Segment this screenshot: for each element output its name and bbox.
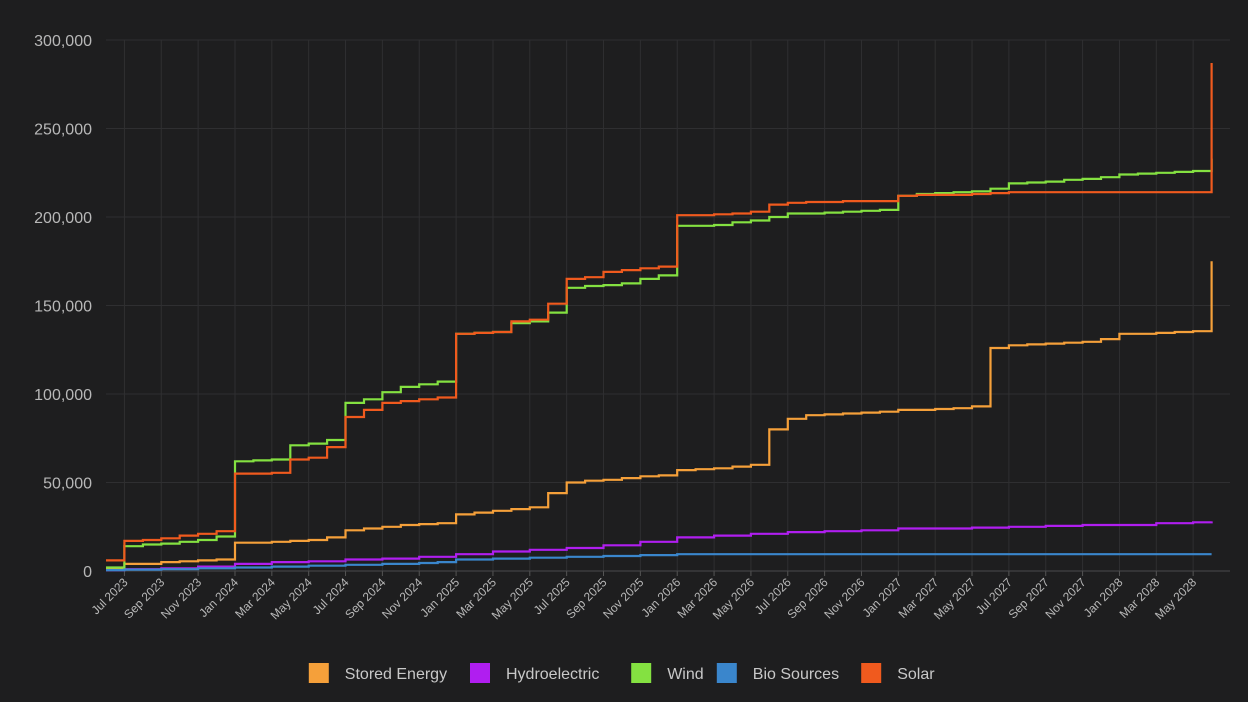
y-tick-label: 200,000 xyxy=(34,210,92,227)
legend-label: Wind xyxy=(667,666,703,683)
legend-swatch xyxy=(861,663,882,683)
legend-swatch xyxy=(631,663,652,683)
series-line-wind xyxy=(106,158,1213,569)
legend-swatch xyxy=(308,663,329,683)
legend-item-wind[interactable]: Wind xyxy=(631,663,704,683)
series-line-solar xyxy=(106,63,1213,562)
y-tick-label: 0 xyxy=(83,564,92,581)
legend-label: Hydroelectric xyxy=(506,666,599,683)
legend-label: Bio Sources xyxy=(753,666,839,683)
legend-swatch xyxy=(716,663,737,683)
legend-label: Solar xyxy=(897,666,935,683)
y-tick-label: 150,000 xyxy=(34,299,92,316)
legend-item-stored-energy[interactable]: Stored Energy xyxy=(308,663,447,683)
legend-item-bio-sources[interactable]: Bio Sources xyxy=(716,663,839,683)
y-tick-label: 250,000 xyxy=(34,122,92,139)
y-tick-label: 50,000 xyxy=(43,476,92,493)
series-line-stored-energy xyxy=(106,261,1213,571)
legend-item-hydroelectric[interactable]: Hydroelectric xyxy=(470,663,599,683)
y-axis: 0 50,000 100,000 150,000 200,000 250,000 300,0… xyxy=(34,33,92,581)
legend[interactable]: Stored Energy Hydroelectric Wind Bio Source… xyxy=(308,663,935,683)
y-tick-label: 300,000 xyxy=(34,33,92,50)
legend-label: Stored Energy xyxy=(345,666,447,683)
legend-item-solar[interactable]: Solar xyxy=(861,663,935,683)
series-line-bio-sources xyxy=(106,553,1212,572)
y-tick-label: 100,000 xyxy=(34,387,92,404)
series-line-hydroelectric xyxy=(106,521,1213,572)
legend-swatch xyxy=(470,663,490,683)
series-lines xyxy=(106,63,1213,572)
